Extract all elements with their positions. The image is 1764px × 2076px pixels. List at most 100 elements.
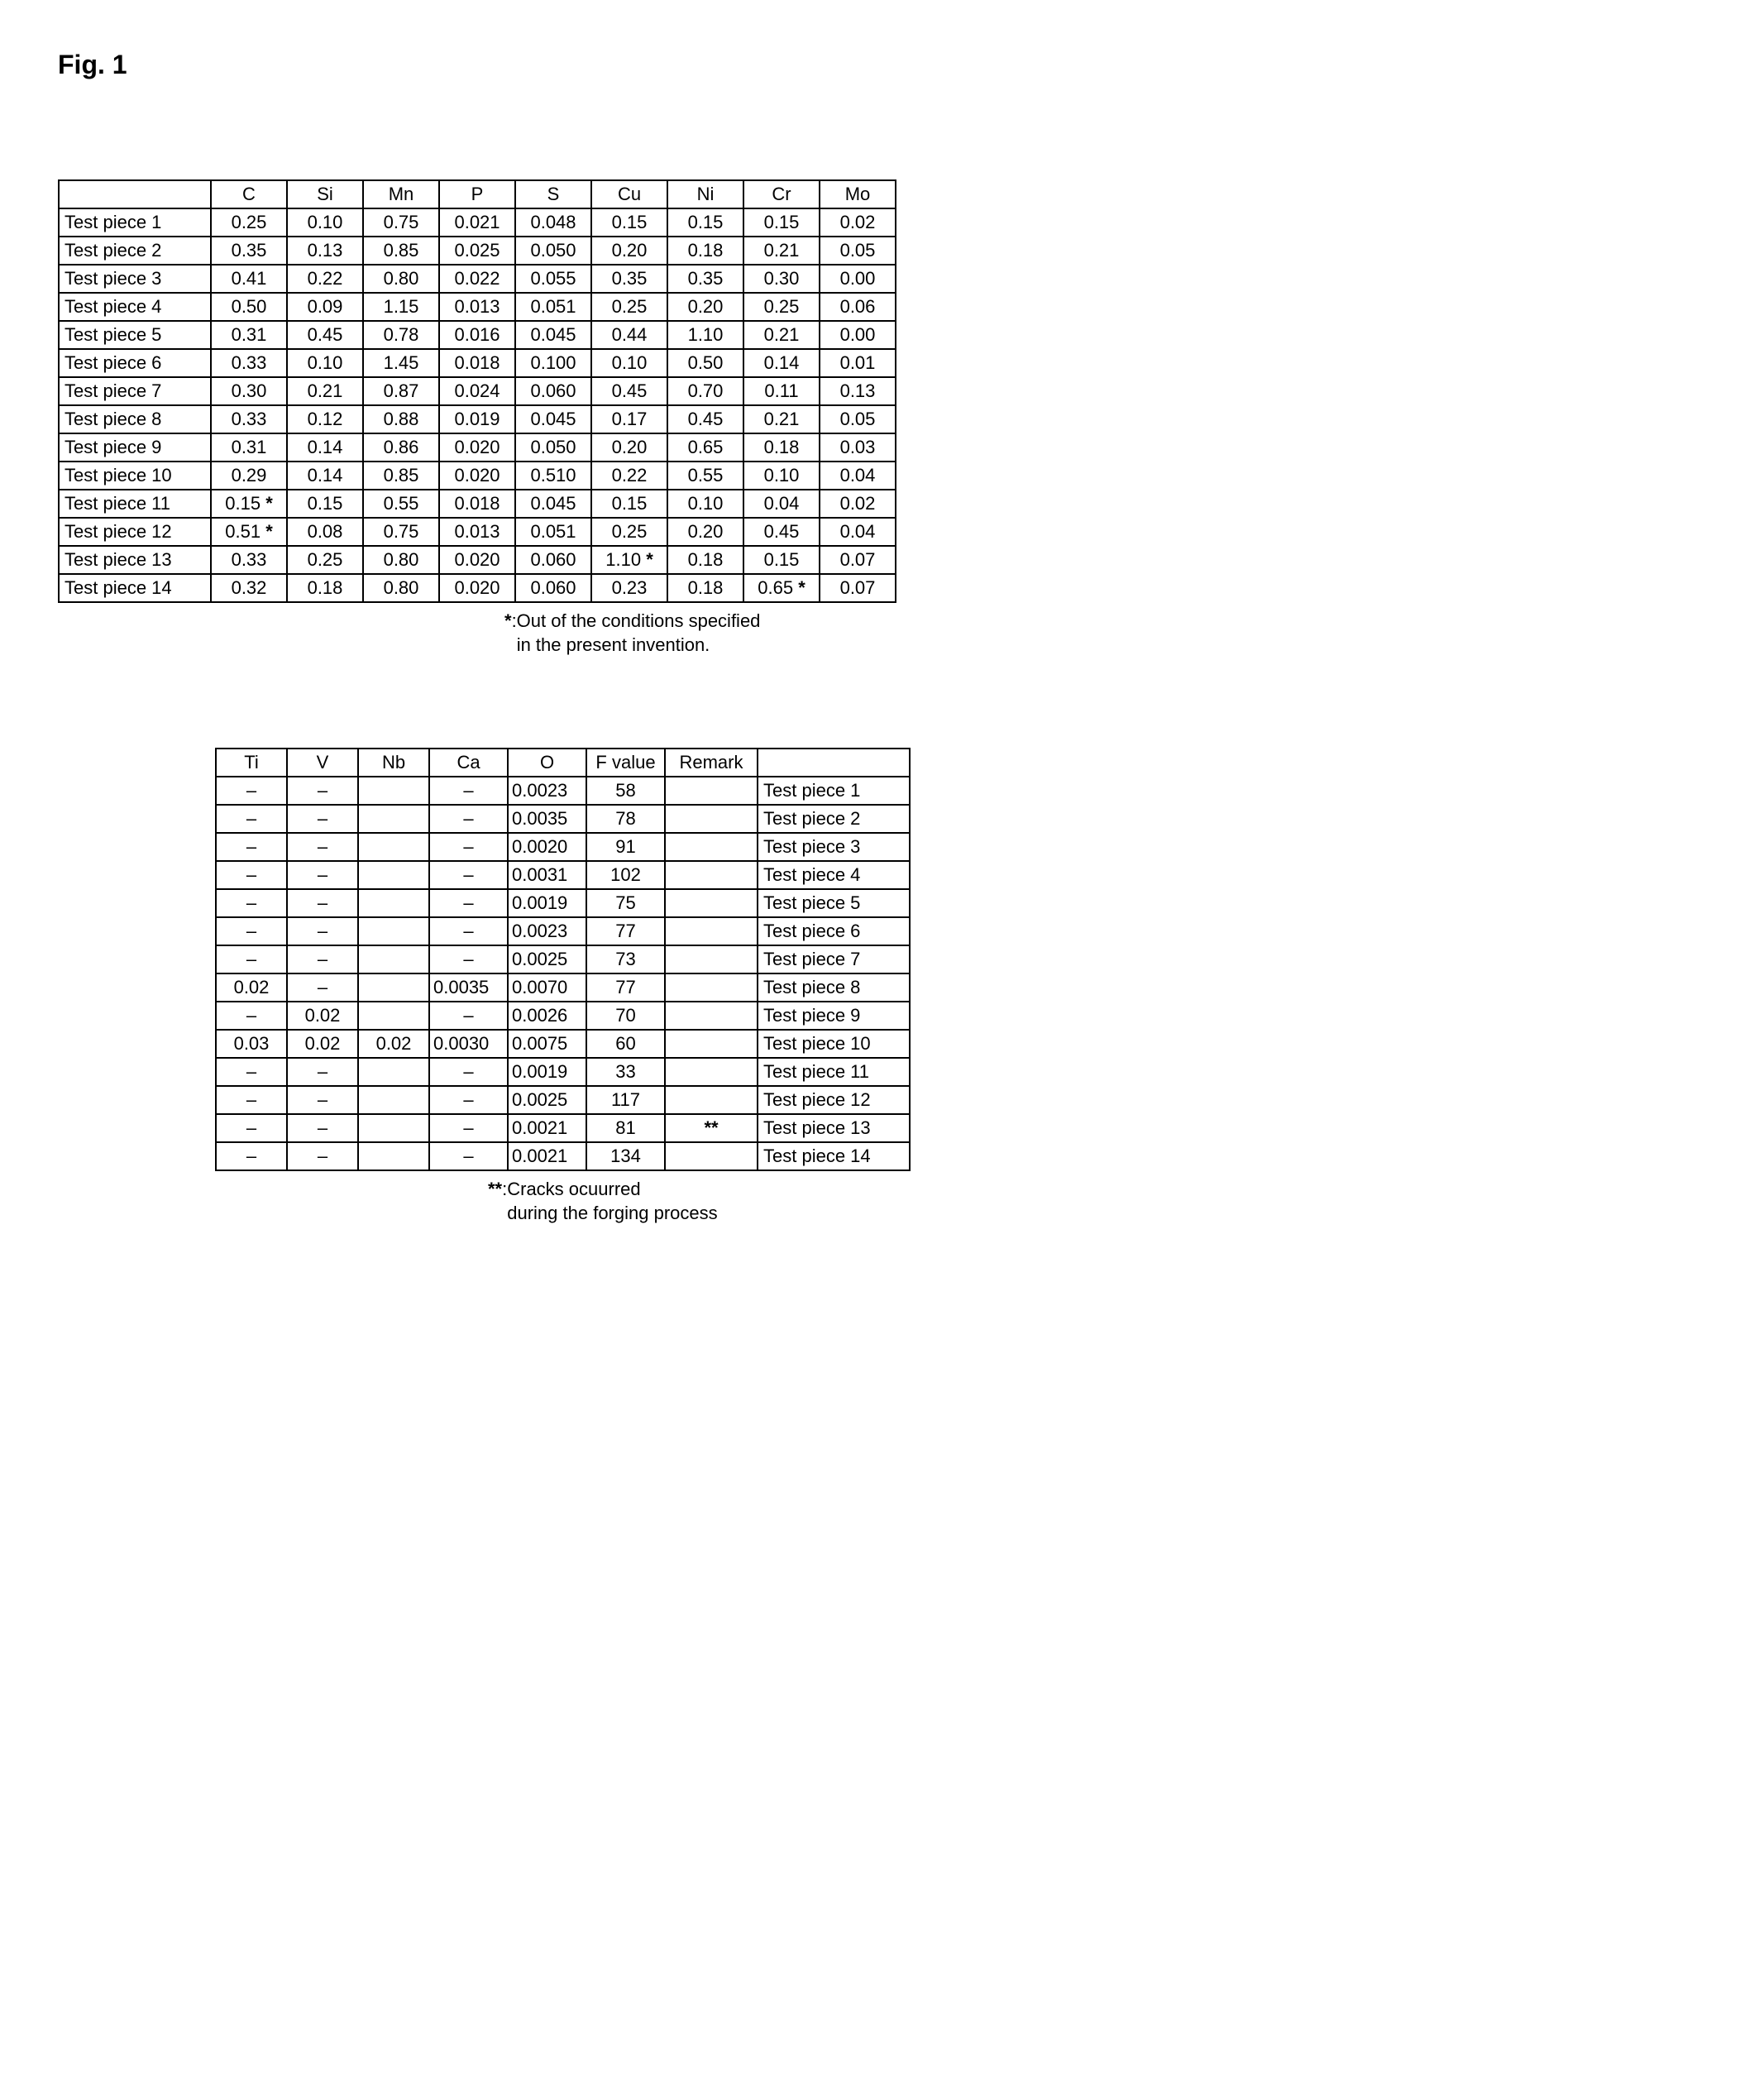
- cell-value: 0.100: [515, 349, 591, 377]
- figure-label: Fig. 1: [58, 50, 1706, 80]
- cell-value: 0.15: [667, 208, 743, 237]
- row-label: Test piece 1: [59, 208, 211, 237]
- table2-header-remark: Remark: [665, 749, 758, 777]
- cell-value: 0.51 *: [211, 518, 287, 546]
- cell-value: [358, 1002, 429, 1030]
- table-row: Test piece 140.320.180.800.0200.0600.230…: [59, 574, 896, 602]
- table1-header-mn: Mn: [363, 180, 439, 208]
- cell-value: 77: [586, 917, 665, 945]
- cell-value: 60: [586, 1030, 665, 1058]
- cell-value: 0.11: [743, 377, 820, 405]
- table-row: Test piece 80.330.120.880.0190.0450.170.…: [59, 405, 896, 433]
- cell-value: –: [429, 833, 508, 861]
- cell-value: 0.00: [820, 321, 896, 349]
- cell-value: 0.33: [211, 405, 287, 433]
- cell-value: 0.80: [363, 574, 439, 602]
- cell-value: 0.0023: [508, 917, 586, 945]
- cell-value: 0.41: [211, 265, 287, 293]
- cell-value: –: [287, 1086, 358, 1114]
- remark-cell: [665, 805, 758, 833]
- cell-value: 0.14: [287, 433, 363, 462]
- footnote2-line1: :Cracks ocuurred: [502, 1179, 641, 1199]
- table-row: 0.02–0.00350.007077Test piece 8: [216, 973, 910, 1002]
- cell-value: 0.02: [358, 1030, 429, 1058]
- cell-value: 0.21: [743, 321, 820, 349]
- table-row: Test piece 110.15 *0.150.550.0180.0450.1…: [59, 490, 896, 518]
- cell-value: –: [216, 805, 287, 833]
- row-label: Test piece 13: [59, 546, 211, 574]
- cell-value: 1.10 *: [591, 546, 667, 574]
- cell-value: 0.0019: [508, 1058, 586, 1086]
- table-row: Test piece 40.500.091.150.0130.0510.250.…: [59, 293, 896, 321]
- row-label: Test piece 1: [758, 777, 910, 805]
- cell-value: 0.45: [591, 377, 667, 405]
- cell-value: –: [429, 777, 508, 805]
- row-label: Test piece 7: [59, 377, 211, 405]
- table1-header-p: P: [439, 180, 515, 208]
- cell-value: 0.50: [211, 293, 287, 321]
- remark-cell: [665, 1002, 758, 1030]
- table-row: Test piece 30.410.220.800.0220.0550.350.…: [59, 265, 896, 293]
- cell-value: 0.14: [287, 462, 363, 490]
- cell-value: 0.03: [216, 1030, 287, 1058]
- table-row: Test piece 90.310.140.860.0200.0500.200.…: [59, 433, 896, 462]
- cell-value: 0.020: [439, 546, 515, 574]
- cell-value: 0.20: [667, 518, 743, 546]
- cell-value: 0.80: [363, 265, 439, 293]
- footnote2-line2: during the forging process: [507, 1203, 717, 1223]
- table1-footnote: *:Out of the conditions specified *:in t…: [504, 610, 1706, 657]
- table-row: –––0.0031102Test piece 4: [216, 861, 910, 889]
- cell-value: [358, 1058, 429, 1086]
- cell-value: 0.15: [287, 490, 363, 518]
- cell-value: 0.0025: [508, 1086, 586, 1114]
- cell-value: –: [216, 833, 287, 861]
- cell-value: –: [287, 1142, 358, 1170]
- cell-value: 0.55: [363, 490, 439, 518]
- cell-value: 0.0023: [508, 777, 586, 805]
- cell-value: –: [216, 1142, 287, 1170]
- cell-value: 0.32: [211, 574, 287, 602]
- remark-cell: [665, 917, 758, 945]
- cell-value: 0.018: [439, 490, 515, 518]
- cell-value: –: [429, 1086, 508, 1114]
- cell-value: –: [216, 945, 287, 973]
- cell-value: 0.048: [515, 208, 591, 237]
- cell-value: 0.20: [591, 433, 667, 462]
- composition-table-1: C Si Mn P S Cu Ni Cr Mo Test piece 10.25…: [58, 179, 896, 603]
- cell-value: 0.021: [439, 208, 515, 237]
- cell-value: 0.45: [287, 321, 363, 349]
- remark-cell: **: [665, 1114, 758, 1142]
- cell-value: 0.05: [820, 237, 896, 265]
- cell-value: –: [287, 805, 358, 833]
- cell-value: 0.35: [211, 237, 287, 265]
- cell-value: 0.050: [515, 237, 591, 265]
- cell-value: 0.65: [667, 433, 743, 462]
- cell-value: –: [216, 861, 287, 889]
- cell-value: 0.20: [591, 237, 667, 265]
- row-label: Test piece 12: [758, 1086, 910, 1114]
- composition-table-2: Ti V Nb Ca O F value Remark –––0.002358T…: [215, 748, 911, 1171]
- cell-value: 0.15: [591, 490, 667, 518]
- row-label: Test piece 9: [59, 433, 211, 462]
- cell-value: –: [287, 889, 358, 917]
- cell-value: 0.07: [820, 546, 896, 574]
- table2-header-v: V: [287, 749, 358, 777]
- table-row: –––0.0021134Test piece 14: [216, 1142, 910, 1170]
- cell-value: 0.00: [820, 265, 896, 293]
- remark-cell: [665, 973, 758, 1002]
- cell-value: 73: [586, 945, 665, 973]
- cell-value: 0.80: [363, 546, 439, 574]
- cell-value: 0.25: [743, 293, 820, 321]
- table-row: –0.02–0.002670Test piece 9: [216, 1002, 910, 1030]
- cell-value: 0.31: [211, 433, 287, 462]
- cell-value: [358, 1086, 429, 1114]
- table-row: –––0.0025117Test piece 12: [216, 1086, 910, 1114]
- cell-value: 0.060: [515, 546, 591, 574]
- table-row: Test piece 130.330.250.800.0200.0601.10 …: [59, 546, 896, 574]
- row-label: Test piece 8: [59, 405, 211, 433]
- cell-value: 0.018: [439, 349, 515, 377]
- table-row: Test piece 120.51 *0.080.750.0130.0510.2…: [59, 518, 896, 546]
- cell-value: –: [287, 777, 358, 805]
- table1-header-si: Si: [287, 180, 363, 208]
- row-label: Test piece 12: [59, 518, 211, 546]
